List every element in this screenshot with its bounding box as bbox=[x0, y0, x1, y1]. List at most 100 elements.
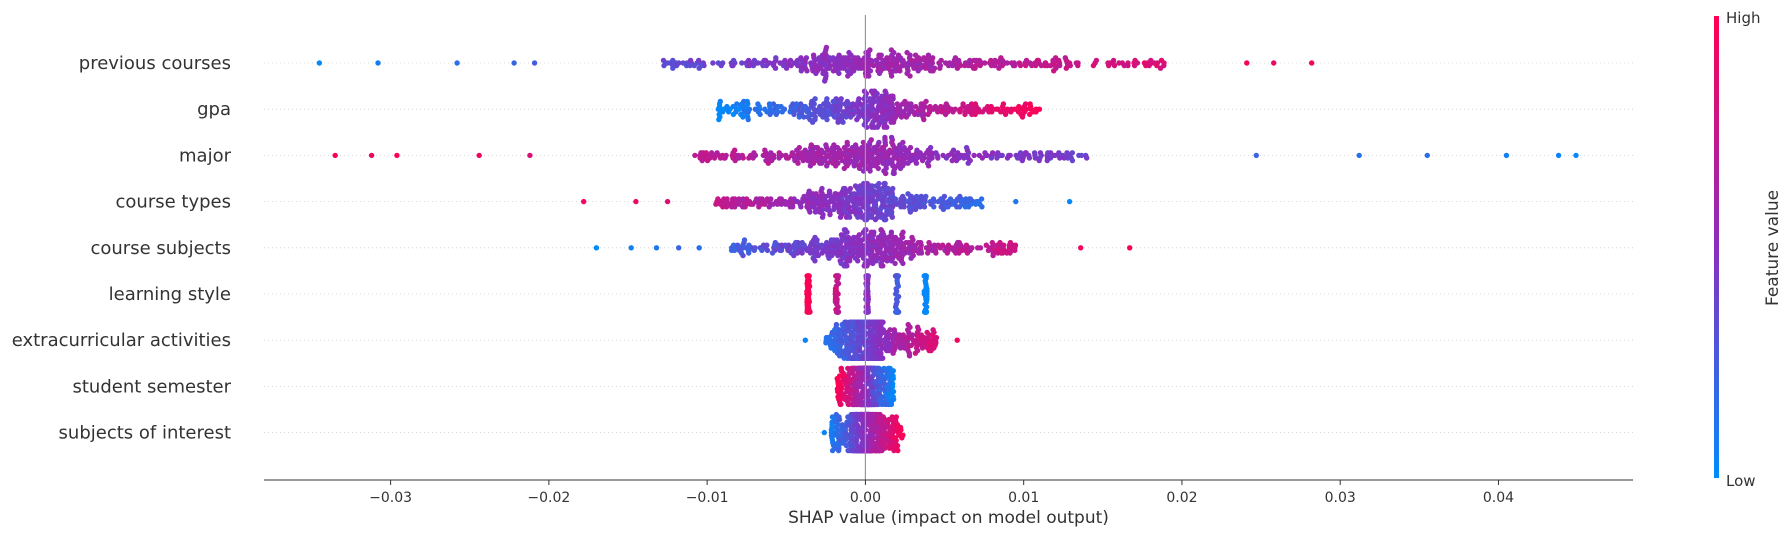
shap-point bbox=[1157, 65, 1164, 71]
shap-point bbox=[750, 155, 756, 161]
shap-point bbox=[891, 327, 897, 333]
shap-point bbox=[772, 65, 779, 71]
shap-point bbox=[900, 62, 906, 69]
shap-point bbox=[476, 152, 482, 159]
shap-point bbox=[890, 368, 896, 374]
shap-point bbox=[816, 209, 823, 215]
shap-point bbox=[900, 193, 906, 200]
shap-point bbox=[857, 183, 863, 189]
shap-point bbox=[857, 101, 864, 107]
shap-point bbox=[804, 273, 811, 279]
shap-point bbox=[886, 347, 892, 354]
shap-point bbox=[774, 201, 781, 207]
shap-point bbox=[843, 263, 849, 269]
shap-point bbox=[1032, 155, 1039, 161]
shap-point bbox=[1027, 111, 1033, 118]
shap-point bbox=[913, 193, 920, 200]
shap-point bbox=[840, 119, 846, 125]
shap-point bbox=[819, 185, 825, 192]
shap-point bbox=[963, 144, 970, 151]
shap-point bbox=[842, 319, 848, 325]
shap-point bbox=[885, 365, 891, 372]
shap-point bbox=[881, 365, 887, 372]
shap-point bbox=[785, 155, 791, 161]
x-tick-label: −0.01 bbox=[686, 490, 729, 506]
shap-point bbox=[759, 196, 765, 202]
shap-point bbox=[965, 204, 972, 210]
shap-point bbox=[1090, 62, 1097, 69]
shap-point bbox=[703, 150, 709, 156]
shap-point bbox=[1007, 239, 1014, 246]
shap-point bbox=[907, 144, 914, 151]
shap-point bbox=[925, 163, 932, 169]
shap-point bbox=[889, 214, 895, 220]
shap-point bbox=[1042, 62, 1048, 69]
shap-point bbox=[840, 185, 847, 192]
shap-point bbox=[830, 55, 836, 61]
shap-point bbox=[1093, 57, 1100, 64]
shap-point bbox=[531, 60, 538, 66]
shap-point bbox=[877, 411, 883, 418]
shap-point bbox=[951, 247, 957, 254]
shap-point bbox=[838, 401, 844, 408]
shap-point bbox=[710, 60, 716, 66]
shap-point bbox=[905, 111, 911, 118]
shap-point bbox=[1062, 55, 1069, 61]
shap-point bbox=[821, 101, 827, 107]
shap-point bbox=[836, 52, 842, 58]
shap-point bbox=[939, 242, 946, 248]
shap-point bbox=[581, 198, 587, 205]
shap-point bbox=[793, 101, 800, 107]
shap-point bbox=[801, 114, 807, 120]
colorbar-title: Feature value bbox=[1763, 190, 1783, 306]
shap-point bbox=[895, 447, 901, 454]
shap-point bbox=[910, 155, 916, 161]
shap-point bbox=[832, 286, 839, 292]
shap-point bbox=[888, 229, 895, 235]
shap-point bbox=[892, 260, 898, 267]
shap-point bbox=[915, 324, 921, 330]
shap-point bbox=[1016, 103, 1022, 110]
shap-point bbox=[870, 411, 876, 418]
shap-point bbox=[394, 152, 400, 159]
shap-point bbox=[687, 57, 694, 64]
shap-point bbox=[906, 353, 913, 359]
shap-point bbox=[867, 447, 873, 454]
shap-point bbox=[778, 247, 785, 254]
shap-point bbox=[871, 144, 877, 151]
shap-point bbox=[676, 245, 682, 251]
shap-point bbox=[887, 327, 893, 333]
x-tick-label: 0.01 bbox=[1008, 490, 1039, 506]
shap-point bbox=[869, 163, 875, 169]
shap-point bbox=[924, 286, 930, 292]
shap-point bbox=[1134, 60, 1141, 66]
shap-point bbox=[867, 96, 873, 102]
shap-point bbox=[1076, 152, 1082, 159]
shap-point bbox=[696, 245, 702, 251]
shap-point bbox=[869, 214, 875, 220]
shap-point bbox=[838, 365, 844, 372]
shap-point bbox=[676, 60, 682, 66]
shap-point bbox=[908, 193, 914, 200]
shap-point bbox=[931, 204, 937, 210]
shap-point bbox=[854, 116, 860, 123]
shap-point bbox=[860, 365, 867, 372]
shap-point bbox=[957, 193, 963, 200]
shap-point bbox=[823, 334, 830, 341]
shap-point bbox=[883, 170, 889, 177]
shap-point bbox=[945, 242, 952, 248]
shap-point bbox=[832, 299, 839, 305]
shap-point bbox=[1036, 157, 1042, 164]
shap-point bbox=[691, 62, 697, 69]
shap-point bbox=[908, 255, 914, 261]
shap-point bbox=[876, 355, 883, 361]
shap-point bbox=[839, 157, 846, 164]
shap-point bbox=[730, 111, 737, 118]
shap-point bbox=[881, 124, 887, 130]
shap-point bbox=[779, 242, 785, 248]
shap-point bbox=[923, 245, 930, 251]
shap-point bbox=[375, 60, 381, 66]
shap-point bbox=[989, 150, 996, 156]
shap-point bbox=[984, 152, 990, 159]
shap-point bbox=[938, 196, 944, 202]
